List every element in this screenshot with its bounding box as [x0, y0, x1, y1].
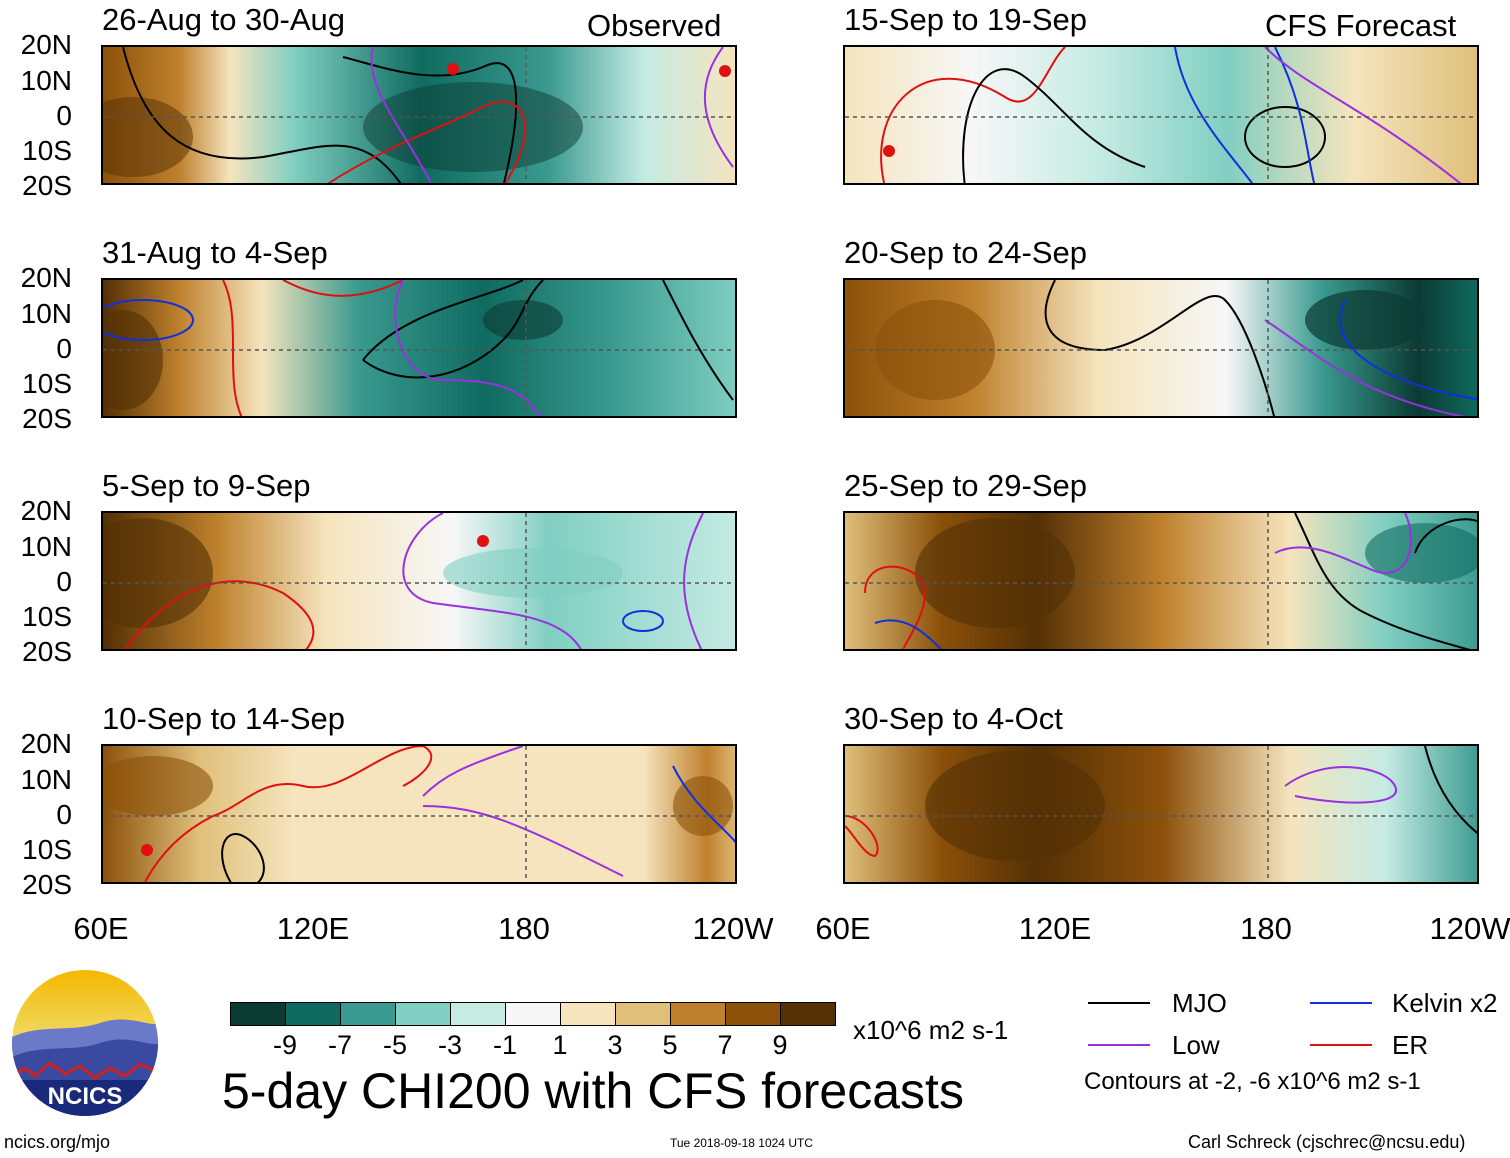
lat-label: 0: [56, 799, 72, 830]
colorbar-swatch: [340, 1002, 396, 1026]
panel-title: 20-Sep to 24-Sep: [844, 235, 1088, 270]
colorbar-tick-label: 1: [552, 1030, 568, 1060]
panel-title: 10-Sep to 14-Sep: [102, 701, 346, 736]
lat-label: 10N: [20, 531, 72, 562]
ncics-logo: NCICS: [10, 968, 160, 1118]
lat-label: 20N: [20, 728, 72, 759]
lat-label: 10N: [20, 298, 72, 329]
lon-label: 60E: [73, 911, 129, 946]
colorbar-swatch: [615, 1002, 671, 1026]
legend-line-mjo: [1088, 1002, 1150, 1004]
legend-note: Contours at -2, -6 x10^6 m2 s-1: [1084, 1068, 1421, 1095]
colorbar-tick-label: -5: [382, 1030, 408, 1060]
colorbar-tick-label: -3: [437, 1030, 463, 1060]
legend-label-low: Low: [1172, 1030, 1220, 1060]
storm-marker: [719, 65, 731, 77]
lat-label: 20N: [20, 495, 72, 526]
legend-line-er: [1310, 1044, 1372, 1046]
map-panel-observed-2: [101, 278, 737, 418]
legend-line-kelvin: [1310, 1002, 1372, 1004]
lon-label: 120E: [1018, 911, 1092, 946]
lat-label: 10S: [22, 834, 72, 865]
lon-label: 120W: [1429, 911, 1510, 946]
logo-text: NCICS: [48, 1083, 123, 1110]
colorbar-swatch: [230, 1002, 286, 1026]
colorbar-swatch: [395, 1002, 451, 1026]
panel-title: 31-Aug to 4-Sep: [102, 235, 328, 270]
colorbar-swatch: [505, 1002, 561, 1026]
map-panel-observed-4: [101, 744, 737, 884]
lon-label: 60E: [815, 911, 871, 946]
colorbar-tick-label: 3: [607, 1030, 623, 1060]
legend-line-low: [1088, 1044, 1150, 1046]
cfs-forecast-label: CFS Forecast: [1265, 8, 1457, 43]
lat-label: 20S: [22, 403, 72, 434]
legend-label-er: ER: [1392, 1030, 1429, 1060]
panel-title: 5-Sep to 9-Sep: [102, 468, 311, 503]
storm-marker: [141, 844, 153, 856]
lat-label: 0: [56, 566, 72, 597]
footer-url: ncics.org/mjo: [4, 1132, 111, 1152]
footer-author: Carl Schreck (cjschrec@ncsu.edu): [1188, 1132, 1466, 1152]
lat-label: 0: [56, 333, 72, 364]
lon-label: 180: [498, 911, 550, 946]
figure-title: 5-day CHI200 with CFS forecasts: [222, 1063, 964, 1119]
colorbar-swatch: [450, 1002, 506, 1026]
map-panel-observed-1: [101, 45, 737, 185]
lat-label: 10S: [22, 368, 72, 399]
lon-label: 120W: [692, 911, 774, 946]
map-panel-forecast-4: [843, 744, 1479, 884]
lat-label: 20N: [20, 262, 72, 293]
panel-title: 26-Aug to 30-Aug: [102, 2, 346, 37]
storm-marker: [477, 535, 489, 547]
panel-title: 15-Sep to 19-Sep: [844, 2, 1088, 37]
lat-label: 20S: [22, 636, 72, 667]
footer-timestamp: Tue 2018-09-18 1024 UTC: [670, 1136, 813, 1150]
colorbar-swatch: [670, 1002, 726, 1026]
colorbar-tick-label: -1: [492, 1030, 518, 1060]
map-panel-forecast-2: [843, 278, 1479, 418]
lat-label: 10N: [20, 764, 72, 795]
lon-label: 120E: [276, 911, 350, 946]
colorbar-swatch: [285, 1002, 341, 1026]
lat-label: 10S: [22, 601, 72, 632]
lat-label: 10S: [22, 135, 72, 166]
panel-title: 25-Sep to 29-Sep: [844, 468, 1088, 503]
colorbar-tick-label: -9: [272, 1030, 298, 1060]
colorbar-tick-label: 7: [717, 1030, 733, 1060]
lat-label: 20S: [22, 170, 72, 201]
lon-label: 180: [1240, 911, 1292, 946]
colorbar-swatch: [560, 1002, 616, 1026]
legend-label-mjo: MJO: [1172, 988, 1227, 1018]
colorbar-tick-label: 5: [662, 1030, 678, 1060]
map-panel-forecast-1: [843, 45, 1479, 185]
colorbar-tick-label: -7: [327, 1030, 353, 1060]
panel-title: 30-Sep to 4-Oct: [844, 701, 1063, 736]
lat-label: 0: [56, 100, 72, 131]
map-panel-observed-3: [101, 511, 737, 651]
observed-label: Observed: [587, 8, 722, 43]
lat-label: 10N: [20, 65, 72, 96]
colorbar-tick-label: 9: [772, 1030, 788, 1060]
colorbar-swatch: [780, 1002, 836, 1026]
legend-label-kelvin: Kelvin x2: [1392, 988, 1498, 1018]
storm-marker: [447, 63, 459, 75]
colorbar-swatch: [725, 1002, 781, 1026]
colorbar-units: x10^6 m2 s-1: [853, 1015, 1009, 1045]
lat-label: 20S: [22, 869, 72, 900]
lat-label: 20N: [20, 29, 72, 60]
storm-marker: [883, 145, 895, 157]
map-panel-forecast-3: [843, 511, 1479, 651]
